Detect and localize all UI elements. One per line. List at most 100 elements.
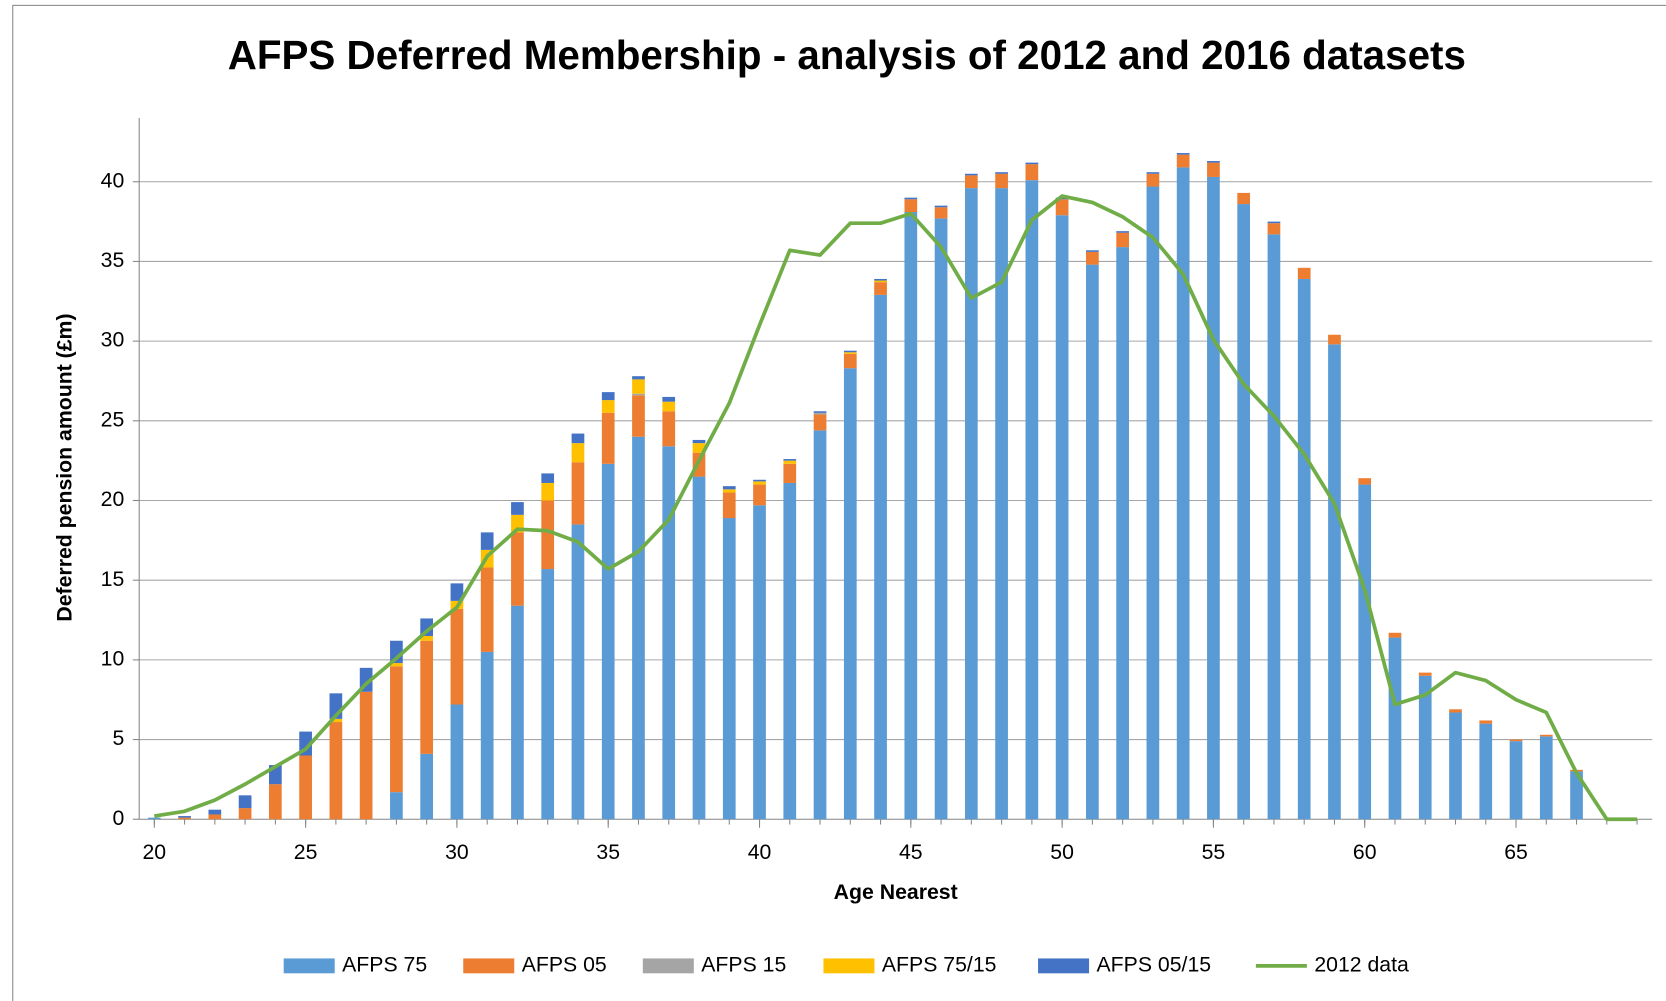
bar [1086,251,1099,265]
bar [420,753,434,820]
bar [1207,176,1220,820]
legend-swatch [1038,958,1090,974]
bar [1055,199,1069,216]
chart-title: AFPS Deferred Membership - analysis of 2… [228,32,1466,78]
y-tick-label: 0 [112,806,124,830]
legend-label: 2012 data [1314,952,1409,976]
bar [813,411,827,413]
bar [450,583,464,601]
bar [238,808,252,820]
x-tick-label: 60 [1353,840,1377,864]
bar [1328,334,1341,345]
x-tick-label: 20 [142,840,166,864]
bar [1267,223,1281,235]
bar [843,353,857,369]
bar [1116,232,1129,248]
bar [1479,723,1493,820]
bar [208,814,222,820]
bar [511,502,524,515]
legend-swatch [642,958,694,974]
x-tick-label: 25 [294,840,318,864]
bar [1388,637,1402,820]
bar [662,446,676,820]
bar [1025,180,1039,820]
bar [692,476,706,820]
bar [299,755,312,820]
bar [511,605,524,820]
bar [208,809,222,815]
y-tick-label: 15 [101,567,125,591]
bar [692,439,706,444]
bar [390,792,403,820]
bar [632,395,645,437]
legend-label: AFPS 15 [701,952,786,976]
bar [753,479,766,482]
bar [1328,344,1341,820]
bar [692,443,706,453]
bar [571,443,585,463]
bar [269,784,282,820]
bar [450,704,464,820]
legend-label: AFPS 75/15 [882,952,997,976]
legend-swatch [823,958,875,974]
bar [995,188,1008,820]
bar [1086,264,1099,820]
bar [1358,478,1372,485]
bar [874,278,887,281]
y-tick-label: 20 [101,487,125,511]
legend-label: AFPS 05 [522,952,607,976]
bar [874,294,887,820]
bar [1025,162,1039,165]
bar [390,666,403,793]
bar [571,433,585,444]
bar [874,282,887,295]
x-tick-label: 45 [899,840,923,864]
bar [601,400,615,413]
bar [1055,197,1069,200]
y-axis-title: Deferred pension amount (£m) [52,313,76,621]
bar [904,199,918,213]
bar [1146,173,1160,187]
bar [753,505,766,820]
bar [1539,734,1553,737]
bar [632,436,645,820]
bar [601,412,615,464]
bar [662,396,676,402]
bar [1146,172,1160,174]
bar [1237,204,1251,820]
x-tick-label: 65 [1504,840,1528,864]
bar [359,691,373,820]
bar [904,212,918,820]
bar [722,492,736,519]
y-tick-label: 5 [112,726,124,750]
legend-label: AFPS 75 [342,952,427,976]
bar [662,401,676,412]
bar [843,352,857,354]
bar [1146,186,1160,820]
x-tick-label: 40 [748,840,772,864]
y-tick-label: 40 [101,168,125,192]
bar [783,459,797,461]
bar [147,817,161,820]
y-tick-label: 10 [101,646,125,670]
bar [1116,247,1129,820]
bar [1388,632,1402,638]
x-tick-label: 30 [445,840,469,864]
y-tick-label: 30 [101,328,125,352]
bar [964,175,978,189]
bar [995,172,1008,174]
bar [813,412,827,415]
bar [480,532,494,550]
bar [843,350,857,353]
bar [722,518,736,820]
line-series [154,194,1638,822]
bar [934,205,948,208]
bar [178,817,191,820]
bar [1418,675,1432,820]
bar [1176,153,1190,155]
bar [541,500,555,570]
x-axis-title: Age Nearest [834,880,958,904]
bar [1539,736,1553,820]
bar [1116,231,1129,233]
